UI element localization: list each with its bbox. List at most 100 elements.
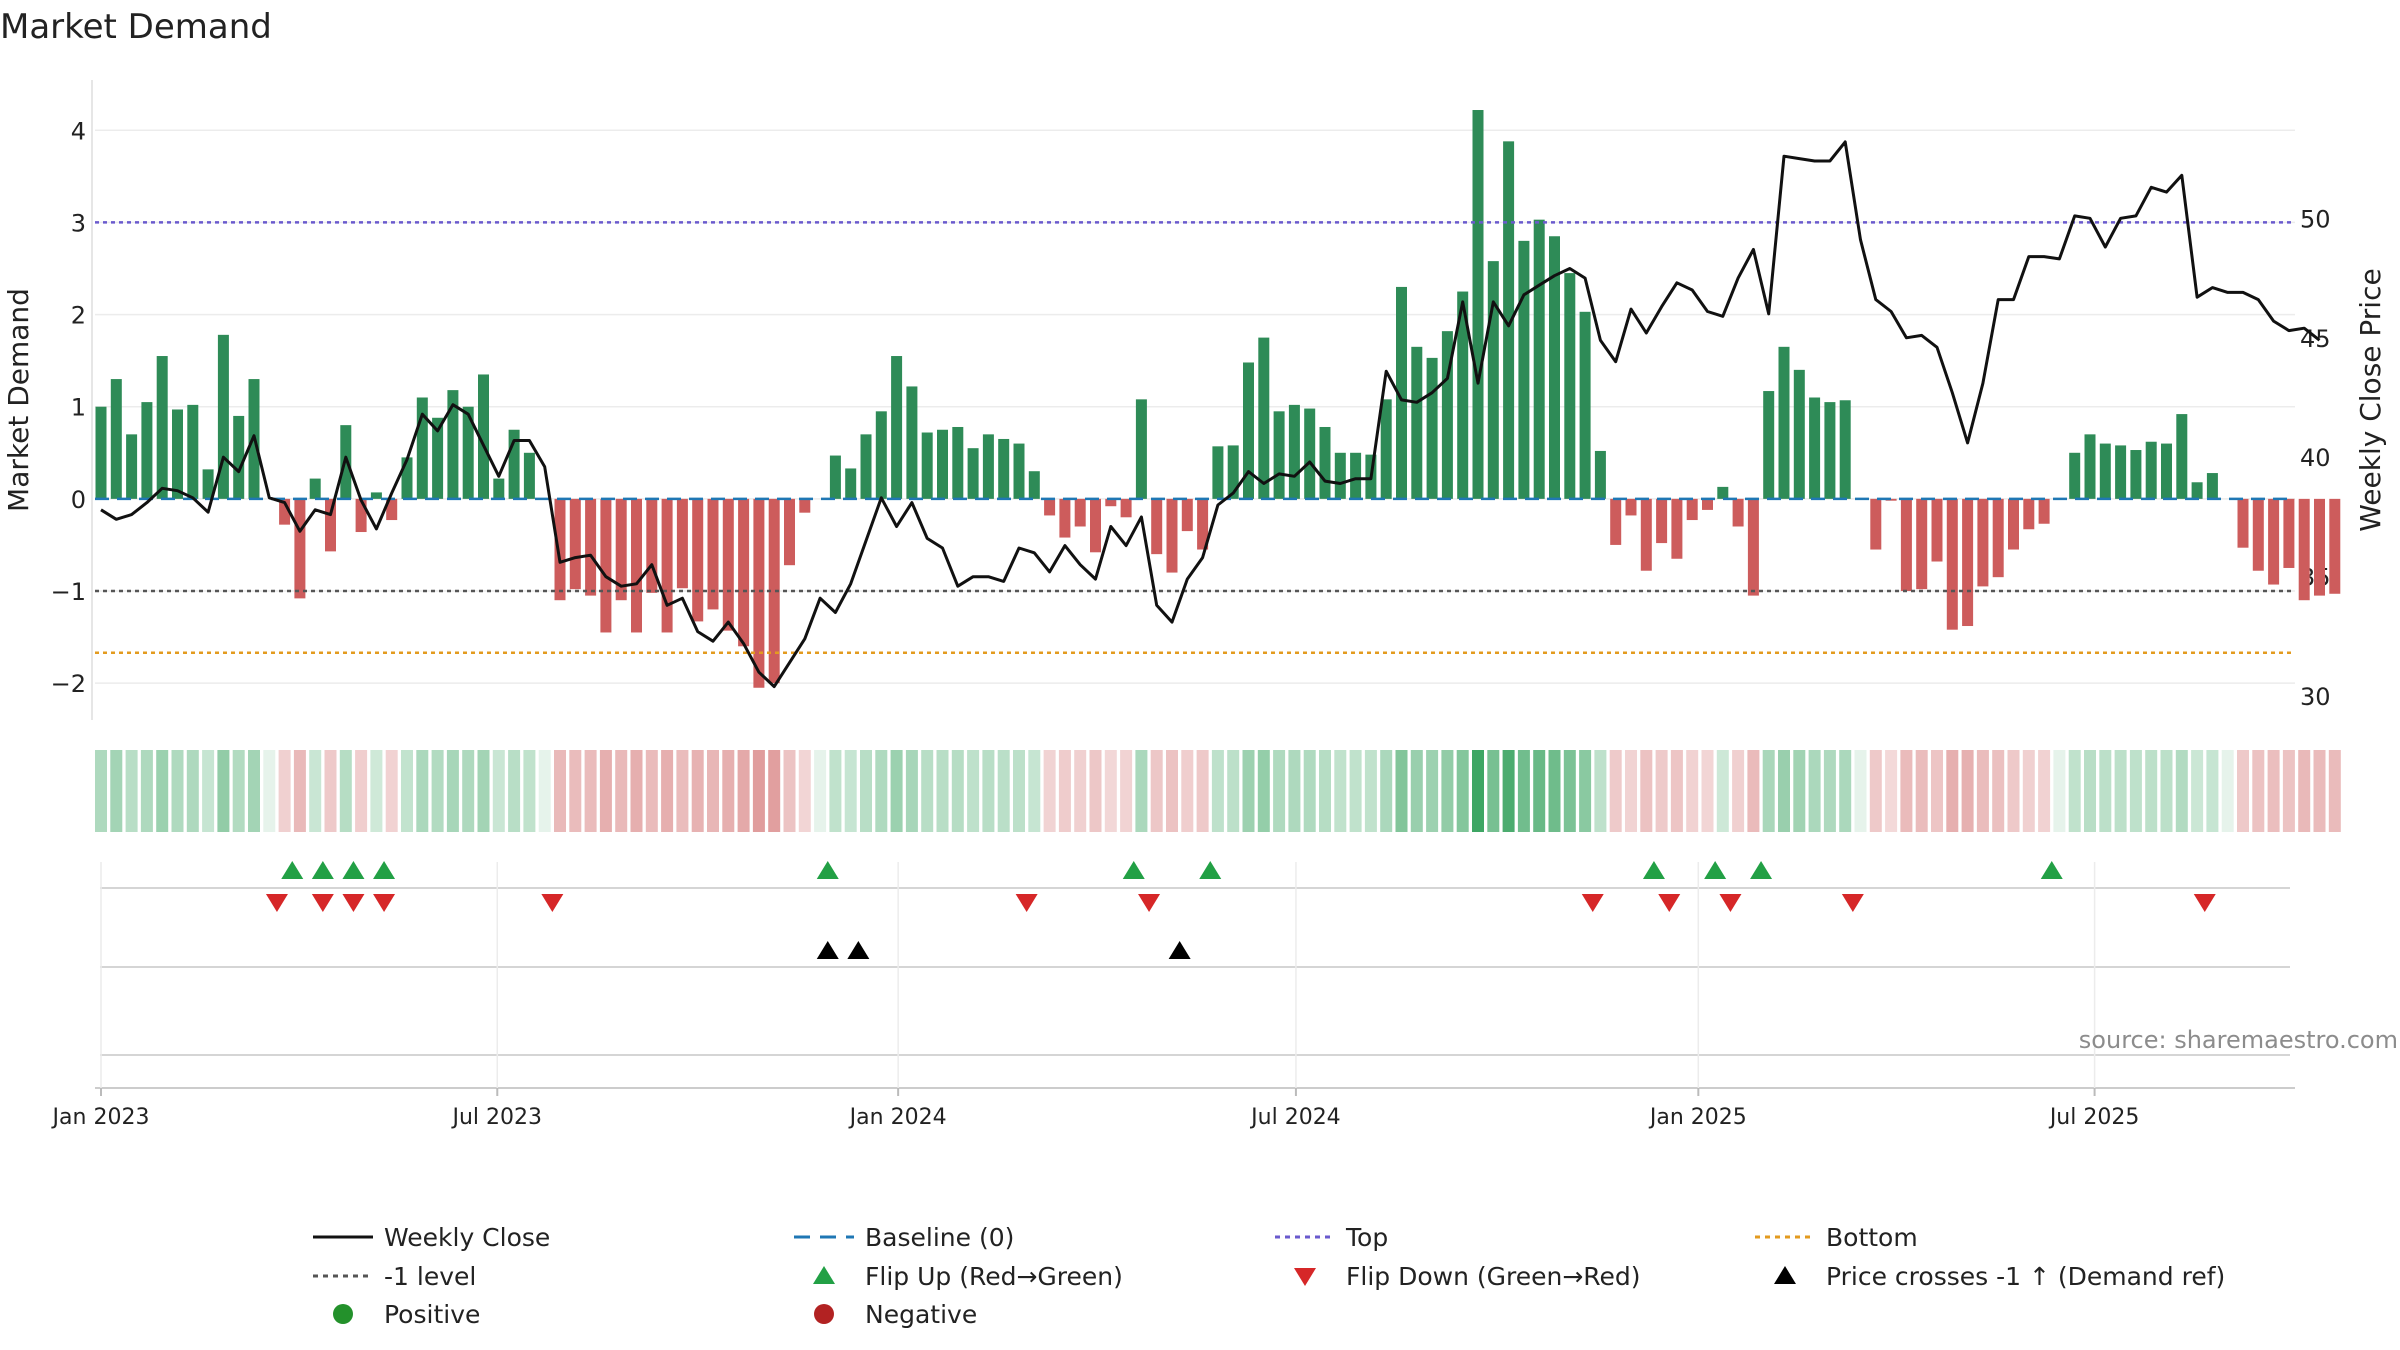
demand-bar-negative — [2298, 498, 2310, 601]
legend-swatch — [333, 1304, 353, 1324]
heat-cell — [2237, 750, 2249, 832]
demand-bar-positive — [2191, 482, 2203, 499]
demand-bar-negative — [1610, 498, 1622, 545]
heat-cell — [2206, 750, 2219, 832]
demand-bar-negative — [707, 498, 719, 610]
demand-bar-negative — [661, 498, 673, 633]
y-axis-label: Market Demand — [2, 288, 35, 512]
heat-cell — [2160, 750, 2173, 832]
flip-up-marker — [342, 861, 365, 879]
demand-bar-negative — [1747, 498, 1759, 596]
heat-cell — [1869, 750, 1882, 832]
flip-down-marker — [1658, 894, 1681, 912]
price-cross-marker — [816, 941, 839, 959]
demand-bar-positive — [447, 390, 459, 499]
flip-down-marker — [1015, 894, 1038, 912]
heat-cell — [936, 750, 949, 832]
heat-cell — [1563, 750, 1576, 832]
heat-cell — [2175, 750, 2188, 832]
demand-bar-negative — [1962, 498, 1974, 627]
demand-bar-positive — [1319, 426, 1331, 499]
heat-cell — [2313, 750, 2326, 832]
flip-down-marker — [1841, 894, 1864, 912]
heat-cell — [217, 750, 230, 832]
heat-cell — [1120, 750, 1133, 832]
demand-bar-positive — [1013, 443, 1025, 499]
legend-item: Flip Up (Red→Green) — [813, 1262, 1123, 1291]
heat-cell — [1135, 750, 1148, 832]
demand-bar-positive — [202, 469, 214, 499]
heat-cell — [1778, 750, 1790, 832]
flip-up-marker — [1199, 861, 1222, 879]
demand-bar-positive — [1533, 219, 1545, 499]
demand-bar-negative — [1181, 498, 1193, 532]
heat-cell — [1181, 750, 1194, 832]
y-tick-label: −1 — [51, 578, 86, 606]
demand-bar-negative — [569, 498, 581, 590]
demand-bar-negative — [2038, 498, 2050, 524]
heat-cell — [2282, 750, 2295, 832]
demand-bar-positive — [937, 429, 948, 499]
heat-cell — [1655, 750, 1668, 832]
demand-bar-negative — [646, 498, 658, 593]
heat-strip — [95, 750, 2341, 832]
heat-cell — [875, 750, 888, 832]
y-right-axis-label: Weekly Close Price — [2354, 268, 2387, 531]
heat-cell — [431, 750, 444, 832]
heat-cell — [2191, 750, 2204, 832]
demand-bar-positive — [1487, 261, 1499, 499]
flip-down-marker — [2193, 894, 2216, 912]
demand-bar-negative — [1946, 498, 1958, 630]
heat-cell — [523, 750, 536, 832]
demand-bar-positive — [829, 455, 841, 499]
heat-cell — [156, 750, 169, 832]
flip-down-marker — [541, 894, 564, 912]
legend-item: Bottom — [1755, 1223, 1918, 1252]
demand-bar-negative — [1166, 498, 1178, 573]
heat-cell — [385, 750, 398, 832]
heat-cell — [462, 750, 475, 832]
y-right-tick-label: 40 — [2300, 444, 2331, 472]
heat-cell — [1334, 750, 1347, 832]
heat-cell — [1854, 750, 1867, 832]
legend-swatch — [1294, 1268, 1316, 1286]
demand-bar-negative — [585, 498, 597, 596]
heat-cell — [921, 750, 934, 832]
heat-cell — [324, 750, 337, 832]
demand-bar-positive — [875, 411, 887, 499]
heat-cell — [1976, 750, 1989, 832]
demand-bar-positive — [1839, 400, 1851, 499]
heat-cell — [1150, 750, 1163, 832]
demand-bar-negative — [1074, 498, 1086, 527]
demand-bar-positive — [1793, 369, 1805, 499]
heat-cell — [1900, 750, 1913, 832]
heat-cell — [1364, 750, 1377, 832]
heat-cell — [278, 750, 291, 832]
legend-label: Flip Up (Red→Green) — [865, 1262, 1123, 1291]
demand-bar-positive — [1334, 452, 1346, 499]
demand-bar-negative — [1120, 498, 1132, 518]
demand-bar-negative — [2283, 498, 2295, 568]
demand-bar-positive — [370, 492, 382, 499]
flip-down-marker — [373, 894, 396, 912]
heat-cell — [263, 750, 276, 832]
heat-cell — [293, 750, 306, 832]
legend-item: Negative — [814, 1300, 977, 1329]
heat-cell — [798, 750, 811, 832]
demand-bar-positive — [906, 386, 918, 499]
flip-down-marker — [311, 894, 334, 912]
heat-cell — [538, 750, 551, 832]
heat-cell — [1456, 750, 1469, 832]
legend-label: Price crosses -1 ↑ (Demand ref) — [1826, 1262, 2225, 1291]
x-tick-label: Jan 2024 — [848, 1105, 947, 1130]
demand-bar-positive — [141, 402, 153, 499]
demand-bar-positive — [2069, 452, 2081, 499]
demand-bar-negative — [768, 498, 780, 684]
heat-cell — [737, 750, 750, 832]
heat-cell — [232, 750, 245, 832]
heat-cell — [1058, 750, 1071, 832]
heat-cell — [1594, 750, 1607, 832]
legend-item: Top — [1275, 1223, 1388, 1252]
demand-bar-positive — [1472, 110, 1484, 499]
